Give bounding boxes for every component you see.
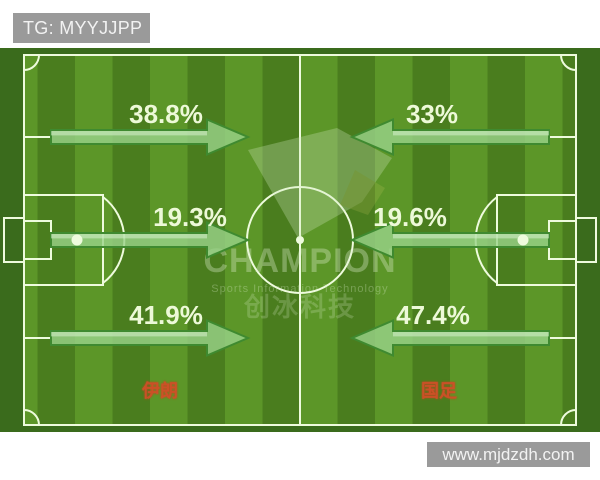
svg-text:19.3%: 19.3%: [153, 202, 227, 232]
svg-text:创冰科技: 创冰科技: [243, 292, 356, 322]
svg-text:41.9%: 41.9%: [129, 300, 203, 330]
svg-text:47.4%: 47.4%: [396, 300, 470, 330]
svg-text:国足: 国足: [421, 381, 457, 401]
svg-text:33%: 33%: [406, 99, 458, 129]
svg-text:38.8%: 38.8%: [129, 99, 203, 129]
svg-text:伊朗: 伊朗: [141, 380, 178, 401]
svg-text:19.6%: 19.6%: [373, 202, 447, 232]
